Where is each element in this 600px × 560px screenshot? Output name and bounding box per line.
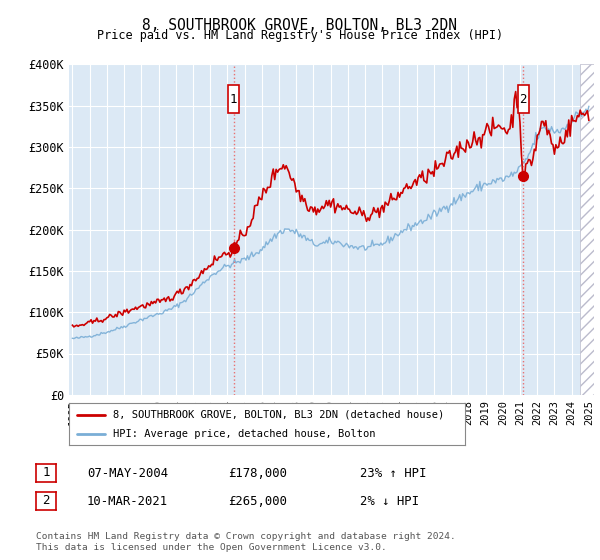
Text: 1: 1 [230, 92, 238, 106]
Text: HPI: Average price, detached house, Bolton: HPI: Average price, detached house, Bolt… [113, 429, 375, 439]
Bar [580, 64, 600, 395]
Text: 8, SOUTHBROOK GROVE, BOLTON, BL3 2DN: 8, SOUTHBROOK GROVE, BOLTON, BL3 2DN [143, 18, 458, 34]
Text: 2: 2 [520, 92, 527, 106]
Text: £265,000: £265,000 [228, 494, 287, 508]
FancyBboxPatch shape [228, 86, 239, 113]
Text: 1: 1 [42, 466, 50, 479]
Text: £178,000: £178,000 [228, 466, 287, 480]
Text: 23% ↑ HPI: 23% ↑ HPI [360, 466, 427, 480]
Text: 2: 2 [42, 494, 50, 507]
FancyBboxPatch shape [518, 86, 529, 113]
Text: 07-MAY-2004: 07-MAY-2004 [87, 466, 168, 480]
Text: Contains HM Land Registry data © Crown copyright and database right 2024.
This d: Contains HM Land Registry data © Crown c… [36, 533, 456, 552]
Text: 2% ↓ HPI: 2% ↓ HPI [360, 494, 419, 508]
Text: 10-MAR-2021: 10-MAR-2021 [87, 494, 168, 508]
Text: 8, SOUTHBROOK GROVE, BOLTON, BL3 2DN (detached house): 8, SOUTHBROOK GROVE, BOLTON, BL3 2DN (de… [113, 409, 444, 419]
Text: Price paid vs. HM Land Registry's House Price Index (HPI): Price paid vs. HM Land Registry's House … [97, 29, 503, 42]
